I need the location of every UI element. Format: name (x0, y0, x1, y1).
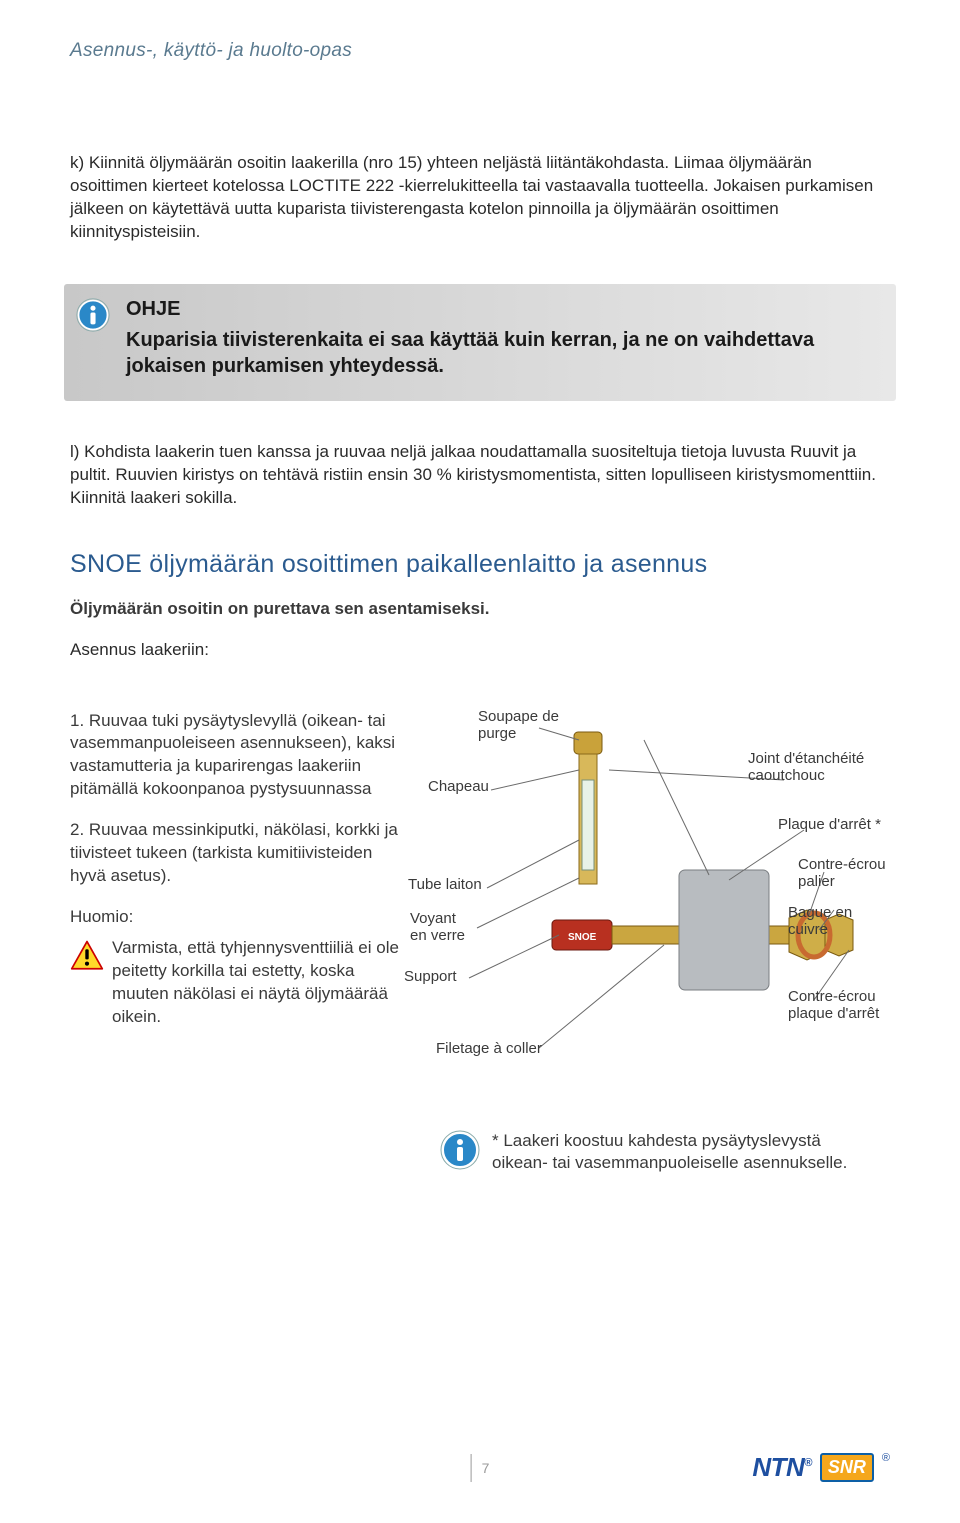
two-column-layout: 1. Ruuvaa tuki pysäytyslevyllä (oikean- … (70, 710, 890, 1070)
step-2: 2. Ruuvaa messinkiputki, näkölasi, korkk… (70, 819, 410, 888)
huomio-label: Huomio: (70, 906, 410, 929)
info-icon (76, 298, 110, 332)
label-contre-palier: Contre-écrou palier (798, 856, 886, 891)
ntn-logo: NTN® (752, 1452, 812, 1483)
asennus-label: Asennus laakeriin: (70, 639, 890, 662)
steps-column: 1. Ruuvaa tuki pysäytyslevyllä (oikean- … (70, 710, 410, 1070)
label-filetage: Filetage à coller (436, 1040, 542, 1057)
ohje-body: Kuparisia tiivisterenkaita ei saa käyttä… (126, 327, 878, 379)
huomio-text: Varmista, että tyhjennysventtiiliä ei ol… (112, 937, 410, 1029)
label-voyant: Voyant en verre (410, 910, 465, 945)
label-chapeau: Chapeau (428, 778, 489, 795)
diagram-column: SNOE (418, 710, 890, 1070)
label-contre-plaque: Contre-écrou plaque d'arrêt (788, 988, 879, 1023)
warning-icon (70, 939, 104, 973)
page-footer: 7 NTN® SNR® (0, 1452, 960, 1483)
step-1: 1. Ruuvaa tuki pysäytyslevyllä (oikean- … (70, 710, 410, 802)
section-heading: SNOE öljymäärän osoittimen paikalleenlai… (70, 550, 890, 579)
subheading: Öljymäärän osoitin on purettava sen asen… (70, 599, 890, 619)
info-icon (440, 1130, 480, 1170)
snr-logo: SNR (820, 1453, 874, 1482)
logo-row: NTN® SNR® (752, 1452, 890, 1483)
label-tube: Tube laiton (408, 876, 482, 893)
ohje-title: OHJE (126, 298, 878, 321)
oil-indicator-diagram: SNOE (418, 710, 890, 1070)
page-number: 7 (471, 1454, 490, 1482)
paragraph-l: l) Kohdista laakerin tuen kanssa ja ruuv… (70, 441, 890, 510)
label-soupape: Soupape de purge (478, 708, 559, 743)
paragraph-k: k) Kiinnitä öljymäärän osoitin laakerill… (70, 152, 890, 244)
svg-text:SNOE: SNOE (568, 932, 597, 943)
footnote-row: * Laakeri koostuu kahdesta pysäytyslevys… (440, 1130, 860, 1174)
label-bague: Bague en cuivre (788, 904, 890, 939)
page-number-value: 7 (482, 1460, 490, 1476)
label-joint: Joint d'étanchéité caoutchouc (748, 750, 864, 785)
label-support: Support (404, 968, 457, 985)
footnote-text: * Laakeri koostuu kahdesta pysäytyslevys… (492, 1130, 860, 1174)
huomio-row: Varmista, että tyhjennysventtiiliä ei ol… (70, 937, 410, 1047)
label-plaque: Plaque d'arrêt * (778, 816, 881, 833)
page-header-title: Asennus-, käyttö- ja huolto-opas (70, 40, 890, 62)
ohje-callout: OHJE Kuparisia tiivisterenkaita ei saa k… (64, 284, 896, 401)
